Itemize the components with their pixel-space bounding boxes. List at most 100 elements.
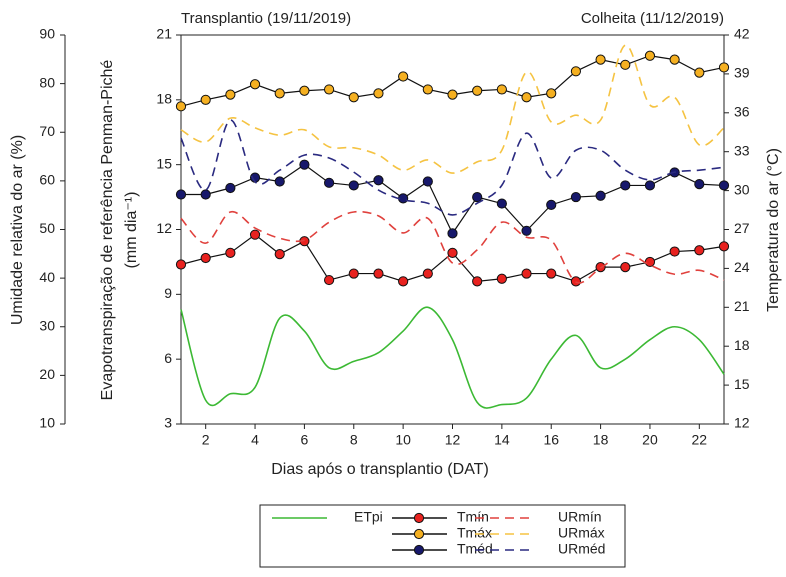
x-tick-label: 20	[642, 432, 658, 448]
series-marker	[323, 84, 335, 95]
x-tick-label: 12	[445, 432, 461, 448]
y2-tick-label: 30	[734, 181, 750, 197]
x-tick-label: 8	[350, 432, 358, 448]
legend-marker	[413, 544, 425, 556]
series-marker	[472, 276, 483, 287]
legend-box	[259, 504, 626, 568]
series-marker	[299, 159, 310, 170]
series-marker	[274, 176, 285, 187]
legend-marker	[413, 512, 425, 524]
right-annotation: Colheita (11/12/2019)	[581, 10, 724, 27]
series-marker	[595, 190, 606, 201]
series-marker	[225, 89, 236, 100]
y-tick-label: 6	[164, 350, 172, 366]
series-marker	[718, 180, 730, 191]
series-marker	[225, 182, 236, 194]
series-marker	[422, 176, 433, 187]
x-tick-label: 2	[202, 432, 210, 448]
series-marker	[373, 88, 384, 99]
y2-tick-label: 42	[734, 26, 750, 42]
series-marker	[472, 85, 483, 96]
series-marker	[546, 199, 557, 210]
legend-label: URméd	[558, 541, 605, 557]
series-marker	[570, 66, 582, 77]
y3-axis-label: Umidade relativa do ar (%)	[9, 135, 26, 325]
series-marker	[447, 247, 458, 258]
series-marker	[496, 198, 507, 209]
series-marker	[200, 252, 211, 264]
series-marker	[472, 191, 483, 203]
series-marker	[175, 259, 187, 270]
series-marker	[620, 59, 631, 70]
y2-tick-label: 21	[734, 298, 750, 314]
series-line	[180, 233, 725, 283]
y2-tick-label: 24	[734, 259, 750, 275]
series-marker	[274, 88, 285, 99]
series-marker	[200, 94, 211, 105]
y2-tick-label: 27	[734, 220, 750, 236]
y3-tick-label: 30	[39, 317, 55, 333]
series-marker	[447, 89, 458, 100]
series-marker	[175, 101, 187, 112]
series-marker	[570, 276, 582, 287]
series-marker	[274, 249, 285, 260]
series-marker	[175, 189, 187, 200]
y2-tick-label: 39	[734, 65, 750, 81]
series-marker	[496, 84, 507, 95]
series-marker	[348, 92, 359, 103]
legend-label: URmín	[558, 509, 602, 525]
series-marker	[644, 256, 656, 268]
y2-tick-label: 33	[734, 142, 750, 158]
series-marker	[373, 175, 384, 186]
series-marker	[299, 85, 310, 96]
series-marker	[521, 92, 532, 103]
legend-label: Tméd	[457, 541, 493, 557]
x-tick-label: 16	[543, 432, 559, 448]
series-marker	[323, 177, 335, 188]
series-line	[180, 306, 725, 409]
x-tick-label: 6	[301, 432, 309, 448]
x-tick-label: 14	[494, 432, 510, 448]
series-marker	[521, 268, 532, 279]
y-tick-label: 3	[164, 415, 172, 431]
series-marker	[422, 84, 433, 95]
series-line	[180, 119, 725, 216]
y3-tick-label: 20	[39, 366, 55, 382]
series-marker	[644, 50, 656, 61]
y2-tick-label: 36	[734, 104, 750, 120]
legend-label: URmáx	[558, 525, 605, 541]
series-marker	[200, 189, 211, 200]
series-marker	[620, 180, 631, 191]
y3-tick-label: 70	[39, 123, 55, 139]
x-tick-label: 18	[593, 432, 609, 448]
series-marker	[595, 54, 606, 65]
y-axis-label: (mm dia⁻¹)	[123, 192, 140, 269]
y2-tick-label: 12	[734, 415, 750, 431]
series-marker	[348, 180, 359, 191]
x-tick-label: 22	[692, 432, 708, 448]
series-marker	[669, 54, 680, 65]
series-marker	[348, 268, 359, 279]
series-marker	[694, 179, 705, 190]
series-marker	[570, 191, 582, 203]
series-line	[181, 163, 725, 235]
y-tick-label: 18	[156, 91, 172, 107]
y-axis-label: Evapotranspiração de referência Penman-P…	[99, 60, 116, 401]
series-marker	[620, 262, 631, 273]
series-marker	[225, 247, 236, 258]
series-marker	[546, 268, 557, 279]
y3-tick-label: 60	[39, 172, 55, 188]
series-marker	[496, 273, 507, 284]
y-tick-label: 21	[156, 26, 172, 42]
series-marker	[447, 228, 458, 239]
series-marker	[669, 246, 680, 257]
series-marker	[422, 268, 433, 279]
y-tick-label: 15	[156, 155, 172, 171]
y2-tick-label: 15	[734, 376, 750, 392]
series-marker	[398, 276, 409, 287]
series-marker	[694, 67, 705, 78]
series-marker	[323, 274, 335, 286]
x-axis-label: Dias após o transplantio (DAT)	[271, 461, 489, 478]
series-line	[180, 210, 725, 284]
